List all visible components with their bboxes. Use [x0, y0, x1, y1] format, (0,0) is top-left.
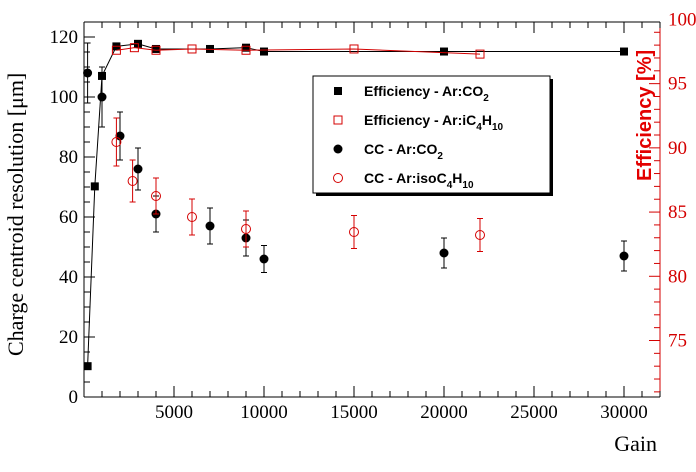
x-axis: 5000 10000 15000 20000 25000 30000	[83, 22, 661, 423]
data-point	[619, 251, 629, 261]
y-left-tick-label: 0	[69, 387, 79, 408]
legend-marker	[333, 173, 343, 183]
data-point	[151, 191, 161, 201]
data-point	[83, 68, 93, 78]
series-2	[83, 42, 629, 273]
series-1	[111, 43, 485, 59]
x-tick-label: 5000	[155, 402, 193, 423]
legend-marker	[334, 87, 342, 95]
data-point	[241, 45, 251, 55]
data-point	[129, 43, 139, 53]
y-left-tick-label: 60	[59, 207, 78, 228]
x-tick-label: 20000	[420, 402, 468, 423]
legend-label: Efficiency - Ar:CO2	[364, 83, 489, 104]
x-tick-label: 25000	[510, 402, 558, 423]
y-axis-right-label: Efficiency [%]	[634, 50, 656, 181]
data-point	[115, 131, 125, 141]
data-point	[349, 44, 359, 54]
x-axis-label: Gain	[614, 431, 657, 456]
x-tick-label: 15000	[330, 402, 378, 423]
y-right-tick-label: 100	[668, 9, 696, 30]
y-right-tick-label: 90	[668, 138, 687, 159]
y-right-tick-label: 75	[668, 330, 687, 351]
data-point	[151, 45, 161, 55]
legend-box	[312, 75, 551, 194]
legend-marker	[333, 144, 343, 154]
series-line	[116, 47, 481, 55]
y-left-tick-label: 100	[50, 87, 79, 108]
x-tick-label: 30000	[600, 402, 648, 423]
data-point	[187, 44, 197, 54]
data-point	[259, 254, 269, 264]
legend-label: CC - Ar:isoC4H10	[364, 170, 474, 191]
legend-label: CC - Ar:CO2	[364, 141, 443, 162]
series-layer	[83, 39, 629, 371]
legend-label: Efficiency - Ar:iC4H10	[364, 112, 504, 133]
data-point	[133, 164, 143, 174]
y-left-tick-label: 40	[59, 267, 78, 288]
data-point	[260, 47, 268, 56]
data-point	[475, 49, 485, 59]
data-point	[241, 224, 251, 234]
y-right-tick-label: 85	[668, 202, 687, 223]
data-point	[439, 248, 449, 258]
data-point	[127, 176, 138, 186]
y-axis-right: 75 80 85 90 95 100	[649, 9, 696, 393]
data-point	[205, 221, 215, 231]
y-left-tick-label: 80	[59, 147, 78, 168]
legend: Efficiency - Ar:CO2 Efficiency - Ar:iC4H1…	[312, 75, 553, 196]
data-point	[152, 44, 160, 53]
series-3	[111, 117, 485, 252]
data-point	[97, 92, 107, 102]
y-right-tick-label: 80	[668, 266, 687, 287]
y-left-tick-label: 20	[59, 327, 78, 348]
data-point	[242, 43, 250, 52]
data-point	[475, 230, 485, 240]
data-point	[349, 227, 359, 237]
data-point	[187, 212, 197, 222]
data-point	[620, 47, 628, 56]
y-right-tick-label: 95	[668, 74, 687, 95]
y-axis-left-label: Charge centroid resolution [μm]	[3, 73, 28, 356]
data-point	[90, 182, 99, 191]
x-tick-label: 10000	[240, 402, 288, 423]
data-point	[111, 137, 122, 147]
data-point	[111, 45, 121, 55]
data-point	[440, 47, 448, 56]
y-axis-left: 0 20 40 60 80 100 120	[50, 21, 95, 408]
data-point	[83, 362, 92, 371]
legend-marker	[333, 115, 343, 125]
y-left-tick-label: 120	[50, 27, 79, 48]
